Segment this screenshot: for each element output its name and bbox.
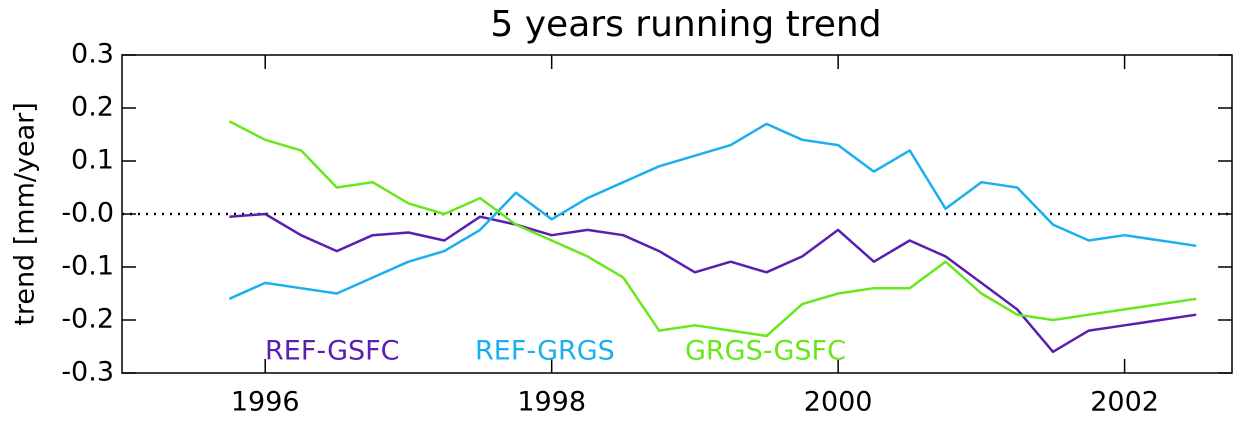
y-tick-label: -0.2 [61, 304, 114, 335]
series-line [229, 212, 1197, 354]
y-axis-label: trend [mm/year] [10, 102, 41, 326]
legend-label: REF-GRGS [475, 336, 615, 367]
plot-frame [121, 54, 1233, 374]
series-line [228, 122, 1197, 300]
y-tick-label: -0.1 [61, 251, 114, 282]
x-tick-label: 1998 [517, 387, 586, 418]
y-tick-label: 0.2 [71, 92, 114, 123]
x-tick-label: 2002 [1090, 387, 1159, 418]
x-tick-label: 2000 [804, 387, 873, 418]
legend-label: GRGS-GSFC [685, 336, 846, 367]
y-tick-label: -0.3 [61, 357, 114, 388]
chart-title: 5 years running trend [490, 4, 881, 45]
x-tick-label: 1996 [231, 387, 300, 418]
y-tick-label: 0.1 [71, 145, 114, 176]
y-tick-label: -0.0 [61, 198, 114, 229]
legend-label: REF-GSFC [265, 336, 400, 367]
y-tick-label: 0.3 [71, 39, 114, 70]
series-line [228, 120, 1197, 338]
